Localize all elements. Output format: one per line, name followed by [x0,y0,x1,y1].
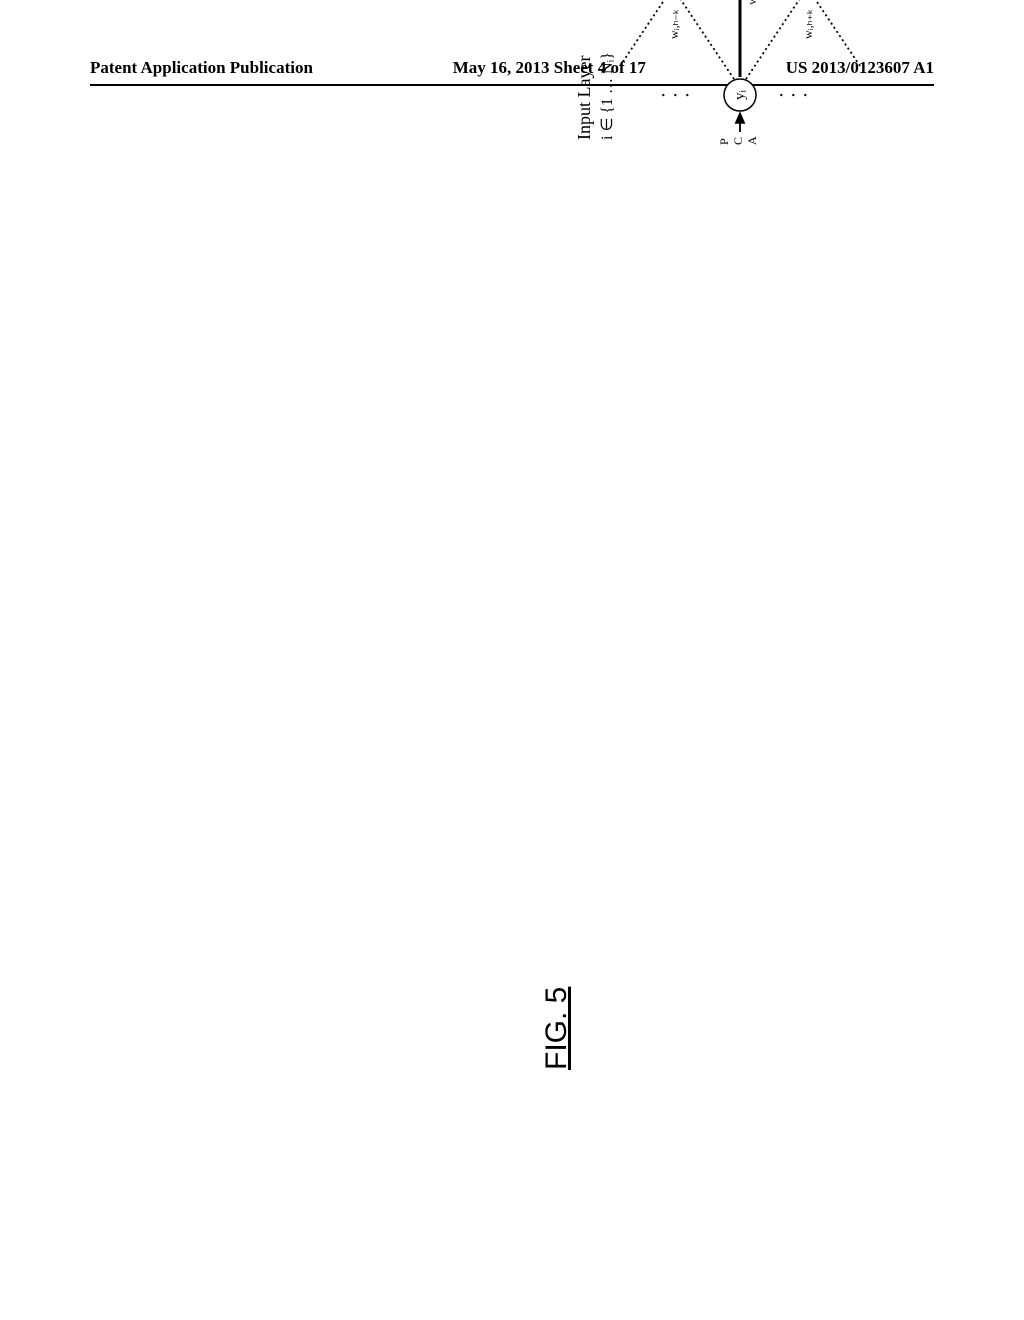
svg-text:P: P [717,138,731,145]
svg-text:·: · [795,92,817,99]
svg-text:C: C [731,137,745,145]
svg-text:wᵢ,ₕ₊ₖ: wᵢ,ₕ₊ₖ [801,9,815,39]
svg-text:A: A [745,136,759,145]
figure-stage: Input Layeri ∈ {1 … Nᵢ}Hidden Layerh ∈ {… [560,0,1024,160]
svg-text:·: · [677,92,699,99]
svg-text:i ∈ {1 … Nᵢ}: i ∈ {1 … Nᵢ} [599,52,616,140]
svg-text:wᵢ,ₕ₋ₖ: wᵢ,ₕ₋ₖ [667,9,681,39]
svg-text:Input Layer: Input Layer [574,56,594,140]
figure-caption: FIG. 5 [540,870,574,1070]
neural-net-diagram: Input Layeri ∈ {1 … Nᵢ}Hidden Layerh ∈ {… [560,0,920,160]
svg-text:wᵢ,ₕ: wᵢ,ₕ [745,0,759,5]
svg-text:yᵢ: yᵢ [732,89,748,100]
header-left: Patent Application Publication [90,58,313,78]
